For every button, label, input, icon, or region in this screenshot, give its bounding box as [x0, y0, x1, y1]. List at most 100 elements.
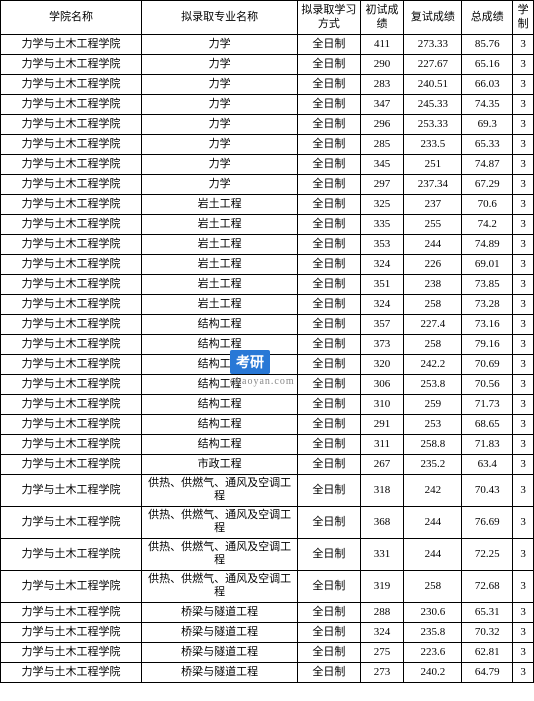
cell-retest: 240.51 [404, 74, 462, 94]
cell-total: 73.85 [462, 274, 513, 294]
cell-mode: 全日制 [298, 154, 360, 174]
cell-mode: 全日制 [298, 34, 360, 54]
cell-prelim: 357 [360, 314, 404, 334]
cell-retest: 242.2 [404, 354, 462, 374]
cell-prelim: 373 [360, 334, 404, 354]
cell-total: 65.33 [462, 134, 513, 154]
table-row: 力学与土木工程学院结构工程全日制37325879.163 [1, 334, 534, 354]
cell-prelim: 324 [360, 294, 404, 314]
cell-duration: 3 [513, 54, 534, 74]
cell-mode: 全日制 [298, 414, 360, 434]
cell-retest: 253.8 [404, 374, 462, 394]
cell-duration: 3 [513, 602, 534, 622]
table-row: 力学与土木工程学院力学全日制411273.3385.763 [1, 34, 534, 54]
cell-prelim: 347 [360, 94, 404, 114]
cell-mode: 全日制 [298, 374, 360, 394]
cell-major: 力学 [142, 74, 298, 94]
cell-prelim: 345 [360, 154, 404, 174]
cell-prelim: 275 [360, 642, 404, 662]
cell-prelim: 296 [360, 114, 404, 134]
cell-school: 力学与土木工程学院 [1, 602, 142, 622]
cell-retest: 242 [404, 474, 462, 506]
cell-duration: 3 [513, 538, 534, 570]
cell-major: 力学 [142, 34, 298, 54]
cell-duration: 3 [513, 662, 534, 682]
table-row: 力学与土木工程学院岩土工程全日制35123873.853 [1, 274, 534, 294]
cell-mode: 全日制 [298, 54, 360, 74]
cell-major: 桥梁与隧道工程 [142, 622, 298, 642]
cell-prelim: 331 [360, 538, 404, 570]
cell-total: 71.73 [462, 394, 513, 414]
cell-mode: 全日制 [298, 622, 360, 642]
cell-mode: 全日制 [298, 334, 360, 354]
cell-mode: 全日制 [298, 354, 360, 374]
cell-total: 79.16 [462, 334, 513, 354]
cell-retest: 253 [404, 414, 462, 434]
table-row: 力学与土木工程学院力学全日制296253.3369.33 [1, 114, 534, 134]
cell-school: 力学与土木工程学院 [1, 294, 142, 314]
table-row: 力学与土木工程学院力学全日制297237.3467.293 [1, 174, 534, 194]
cell-mode: 全日制 [298, 662, 360, 682]
cell-major: 岩土工程 [142, 294, 298, 314]
cell-retest: 230.6 [404, 602, 462, 622]
table-row: 力学与土木工程学院供热、供燃气、通风及空调工程全日制33124472.253 [1, 538, 534, 570]
cell-total: 76.69 [462, 506, 513, 538]
cell-retest: 238 [404, 274, 462, 294]
cell-mode: 全日制 [298, 434, 360, 454]
table-row: 力学与土木工程学院力学全日制347245.3374.353 [1, 94, 534, 114]
cell-prelim: 285 [360, 134, 404, 154]
cell-retest: 253.33 [404, 114, 462, 134]
cell-prelim: 320 [360, 354, 404, 374]
cell-prelim: 283 [360, 74, 404, 94]
cell-duration: 3 [513, 234, 534, 254]
cell-school: 力学与土木工程学院 [1, 154, 142, 174]
cell-school: 力学与土木工程学院 [1, 622, 142, 642]
cell-major: 结构工程 [142, 414, 298, 434]
cell-school: 力学与土木工程学院 [1, 434, 142, 454]
cell-retest: 227.4 [404, 314, 462, 334]
cell-major: 桥梁与隧道工程 [142, 662, 298, 682]
cell-mode: 全日制 [298, 134, 360, 154]
header-major: 拟录取专业名称 [142, 1, 298, 35]
cell-major: 结构工程 [142, 394, 298, 414]
cell-mode: 全日制 [298, 174, 360, 194]
cell-major: 结构工程 [142, 374, 298, 394]
header-duration: 学制 [513, 1, 534, 35]
admissions-table: 学院名称 拟录取专业名称 拟录取学习方式 初试成绩 复试成绩 总成绩 学制 力学… [0, 0, 534, 683]
cell-duration: 3 [513, 354, 534, 374]
cell-major: 岩土工程 [142, 254, 298, 274]
header-total: 总成绩 [462, 1, 513, 35]
cell-prelim: 291 [360, 414, 404, 434]
cell-retest: 245.33 [404, 94, 462, 114]
cell-total: 70.43 [462, 474, 513, 506]
header-prelim: 初试成绩 [360, 1, 404, 35]
cell-school: 力学与土木工程学院 [1, 54, 142, 74]
cell-prelim: 306 [360, 374, 404, 394]
cell-prelim: 267 [360, 454, 404, 474]
cell-total: 70.6 [462, 194, 513, 214]
cell-duration: 3 [513, 434, 534, 454]
cell-school: 力学与土木工程学院 [1, 394, 142, 414]
cell-school: 力学与土木工程学院 [1, 34, 142, 54]
cell-retest: 273.33 [404, 34, 462, 54]
cell-total: 63.4 [462, 454, 513, 474]
cell-retest: 258 [404, 570, 462, 602]
cell-major: 供热、供燃气、通风及空调工程 [142, 506, 298, 538]
cell-major: 岩土工程 [142, 234, 298, 254]
cell-mode: 全日制 [298, 234, 360, 254]
table-row: 力学与土木工程学院结构工程全日制311258.871.833 [1, 434, 534, 454]
cell-retest: 244 [404, 538, 462, 570]
table-row: 力学与土木工程学院市政工程全日制267235.263.43 [1, 454, 534, 474]
table-row: 力学与土木工程学院岩土工程全日制32425873.283 [1, 294, 534, 314]
cell-major: 岩土工程 [142, 194, 298, 214]
cell-mode: 全日制 [298, 642, 360, 662]
cell-retest: 227.67 [404, 54, 462, 74]
cell-prelim: 368 [360, 506, 404, 538]
cell-prelim: 324 [360, 622, 404, 642]
cell-total: 67.29 [462, 174, 513, 194]
cell-total: 70.69 [462, 354, 513, 374]
cell-retest: 235.2 [404, 454, 462, 474]
cell-school: 力学与土木工程学院 [1, 314, 142, 334]
header-mode: 拟录取学习方式 [298, 1, 360, 35]
cell-prelim: 310 [360, 394, 404, 414]
